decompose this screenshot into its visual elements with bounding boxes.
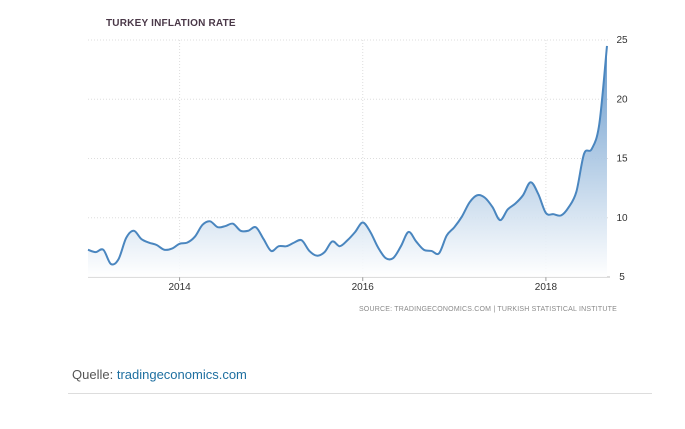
data-point (445, 234, 449, 238)
data-point (284, 244, 288, 248)
y-tick-label: 20 (616, 94, 628, 105)
y-tick-label: 5 (619, 272, 625, 283)
data-point (407, 230, 411, 234)
data-point (551, 212, 555, 216)
data-point (277, 244, 281, 248)
data-point (200, 223, 204, 227)
data-point (231, 222, 235, 226)
data-point (491, 205, 495, 209)
data-point (132, 229, 136, 233)
inflation-chart: TURKEY INFLATION RATE 5 10 15 20 25 2014 2016 2… (86, 18, 628, 313)
data-point (262, 237, 266, 241)
data-point (239, 229, 243, 233)
data-point (544, 211, 548, 215)
x-tick-label: 2016 (352, 282, 375, 293)
data-point (178, 242, 182, 246)
data-point (185, 241, 189, 245)
data-point (330, 239, 334, 243)
source-caption: Quelle: tradingeconomics.com (72, 367, 247, 382)
data-point (498, 218, 502, 222)
data-point (536, 192, 540, 196)
data-point (429, 249, 433, 253)
data-point (475, 193, 479, 197)
data-point (345, 238, 349, 242)
data-point (567, 205, 571, 209)
data-point (422, 248, 426, 252)
data-point (216, 225, 220, 229)
data-point (506, 207, 510, 211)
data-point (269, 249, 273, 253)
data-point (116, 257, 120, 261)
data-point (124, 236, 128, 240)
data-point (529, 180, 533, 184)
data-point (86, 248, 90, 252)
data-point (597, 122, 601, 126)
data-point (223, 224, 227, 228)
x-tick-label: 2018 (535, 282, 558, 293)
data-point (483, 196, 487, 200)
data-point (338, 244, 342, 248)
data-point (307, 249, 311, 253)
chart-title: TURKEY INFLATION RATE (106, 18, 236, 29)
divider (68, 393, 652, 394)
data-point (559, 213, 563, 217)
data-point (452, 225, 456, 229)
data-point (101, 248, 105, 252)
data-point (193, 235, 197, 239)
chart-source: SOURCE: TRADINGECONOMICS.COM | TURKISH S… (359, 306, 617, 313)
data-point (437, 251, 441, 255)
y-tick-label: 25 (616, 35, 628, 46)
data-point (368, 230, 372, 234)
data-point (399, 244, 403, 248)
data-point (590, 147, 594, 151)
data-point (155, 243, 159, 247)
data-point (574, 190, 578, 194)
data-point (353, 230, 357, 234)
x-tick-label: 2014 (168, 282, 191, 293)
data-point (300, 238, 304, 242)
y-tick-label: 10 (616, 213, 628, 224)
data-point (376, 245, 380, 249)
data-point (254, 225, 258, 229)
series-line (87, 45, 608, 266)
series-line-layer (86, 44, 609, 266)
data-point (147, 241, 151, 245)
data-point (414, 239, 418, 243)
data-point (292, 241, 296, 245)
data-point (162, 248, 166, 252)
data-point (323, 250, 327, 254)
data-point (384, 256, 388, 260)
data-point (468, 200, 472, 204)
series-area (88, 45, 607, 277)
data-point (521, 193, 525, 197)
data-point (513, 202, 517, 206)
data-point (361, 220, 365, 224)
data-point (139, 237, 143, 241)
data-point (94, 250, 98, 254)
data-point (246, 229, 250, 233)
caption-prefix: Quelle: (72, 367, 114, 382)
data-point (582, 152, 586, 156)
data-point (460, 215, 464, 219)
data-point (170, 247, 174, 251)
data-point (109, 262, 113, 266)
data-point (208, 219, 212, 223)
y-tick-label: 15 (616, 154, 628, 165)
data-point (605, 44, 609, 48)
area-fill-layer (88, 45, 607, 277)
data-point (315, 254, 319, 258)
source-link[interactable]: tradingeconomics.com (116, 367, 247, 382)
data-point (391, 256, 395, 260)
